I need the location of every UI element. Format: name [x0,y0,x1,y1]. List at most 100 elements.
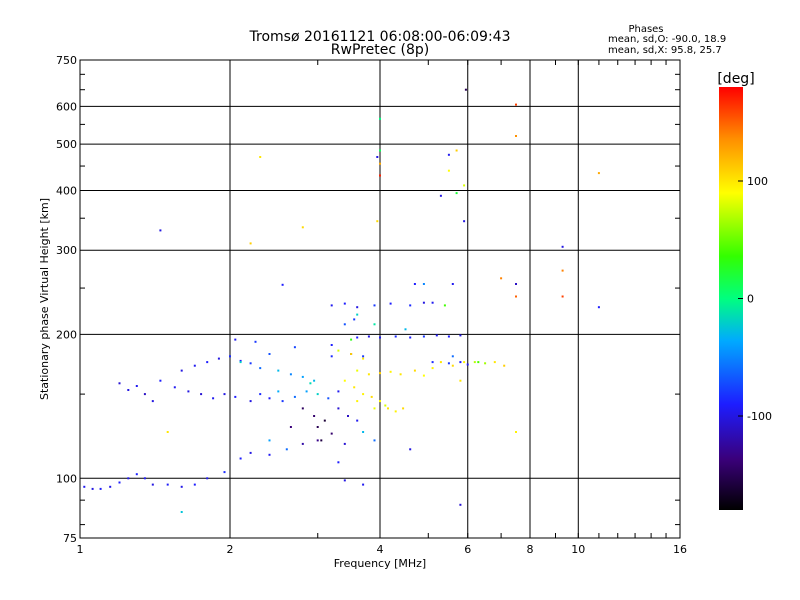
data-point [362,431,365,433]
x-tick-label: 2 [227,543,234,556]
data-point [173,386,176,389]
data-point [459,334,462,337]
data-point [367,335,370,338]
colorbar-tick-label: 100 [747,175,768,188]
x-tick-label: 1 [77,543,84,556]
data-point [127,389,130,391]
x-tick-label: 16 [673,543,687,556]
data-point [249,400,252,403]
data-point [301,442,304,445]
data-point [422,374,425,377]
data-point [353,386,356,389]
data-point [268,353,271,355]
data-point [254,340,257,343]
colorbar-tick-label: 0 [747,293,754,306]
x-tick-label: 10 [571,543,585,556]
data-point [373,304,376,307]
data-point [384,404,387,407]
y-tick-label: 200 [56,328,77,341]
data-point [143,477,146,480]
data-point [387,407,389,410]
colorbar-ticks: 100 0 -100 [738,175,772,423]
data-point [459,361,462,364]
data-point [337,390,340,393]
data-point [362,357,365,360]
data-point [447,362,450,365]
data-point [402,407,405,410]
data-point [259,393,262,396]
data-point [151,400,154,403]
data-point [109,485,112,488]
data-point [422,301,425,304]
data-point [464,88,467,91]
data-point [439,361,442,364]
data-point [376,156,379,158]
data-point [249,242,252,245]
data-point [259,367,262,370]
data-point [217,357,220,360]
data-point [431,367,434,370]
data-point [431,301,434,304]
y-tick-label: 400 [56,184,77,197]
data-point [451,283,454,285]
data-point [330,432,333,435]
data-point [327,397,330,400]
data-point [447,169,450,172]
data-point [394,335,397,338]
data-point [413,369,416,372]
data-point [561,269,564,272]
data-point [118,382,121,385]
data-point [493,361,496,364]
data-point [379,149,381,152]
data-point [239,361,242,364]
y-tick-label: 100 [56,472,77,485]
x-tick-label: 8 [527,543,534,556]
data-point [443,304,446,307]
data-point [343,379,346,382]
data-point [135,473,138,476]
data-point [347,415,349,417]
data-point [350,353,353,355]
data-point [223,393,226,396]
data-point [268,397,271,400]
data-point [500,277,503,280]
data-point [515,431,517,433]
data-point [379,117,381,120]
data-point [305,390,308,393]
data-point [477,361,480,364]
data-point [404,328,407,331]
data-point [343,323,346,326]
data-point [597,306,600,309]
data-point [409,336,412,339]
data-point [320,439,323,442]
data-point [515,135,517,137]
stats-line-x: mean, sd,X: 95.8, 25.7 [608,45,722,56]
data-point [268,439,271,442]
data-point [193,483,196,486]
data-point [362,483,365,486]
data-point [463,220,466,223]
data-point [379,400,381,403]
data-point [439,194,442,197]
data-point [409,448,412,451]
data-point [373,407,376,410]
data-point [356,336,359,339]
data-point [259,156,262,158]
data-point [330,344,333,346]
data-point [285,448,288,451]
data-point [422,283,425,285]
data-point [459,379,462,382]
data-point [277,369,280,372]
data-point [451,355,454,358]
data-point [379,174,381,177]
data-point [422,335,425,338]
data-point [399,373,402,376]
data-point [362,393,365,396]
data-point [212,397,215,400]
data-point [268,453,271,456]
data-point [515,283,517,285]
data-point [239,359,242,362]
data-point [373,439,376,442]
data-point [353,318,356,321]
